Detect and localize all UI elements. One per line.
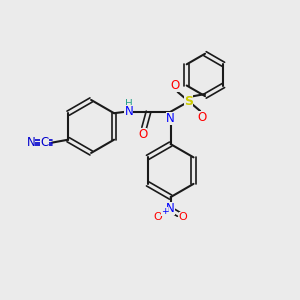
Text: N: N [166,112,175,125]
Text: H: H [125,99,133,110]
Text: C: C [40,136,49,149]
Text: N: N [26,136,35,149]
Text: N: N [166,202,175,215]
Text: O: O [171,79,180,92]
Text: O: O [178,212,187,222]
Text: +: + [161,207,169,216]
Text: N: N [124,105,133,118]
Text: O: O [154,212,163,222]
Text: O: O [138,128,147,141]
Text: S: S [184,95,193,108]
Text: O: O [198,111,207,124]
